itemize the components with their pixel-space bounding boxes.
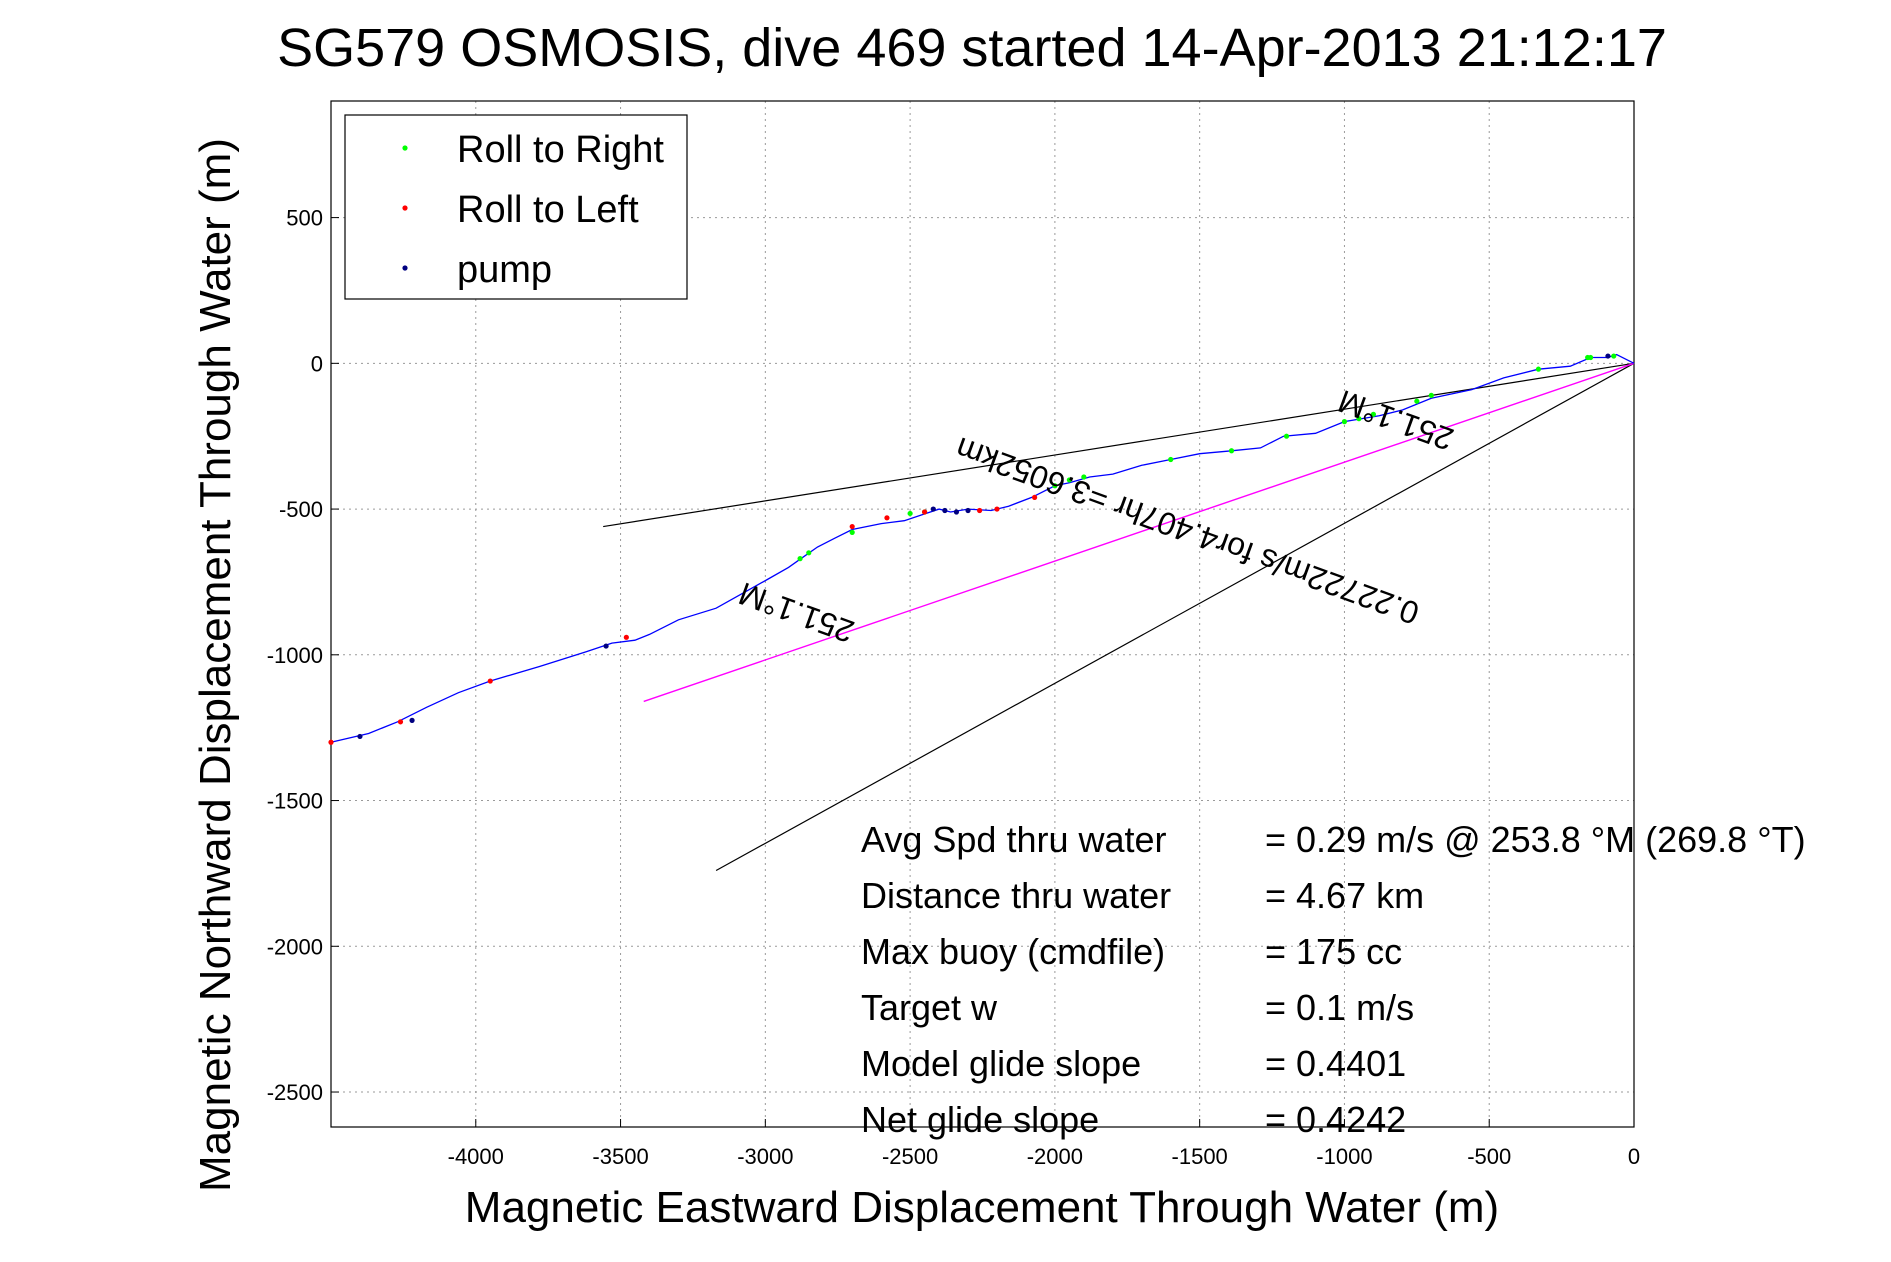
pump-point: [603, 643, 609, 649]
x-tick-label: -3500: [592, 1144, 648, 1169]
chart-title: SG579 OSMOSIS, dive 469 started 14-Apr-2…: [277, 18, 1667, 78]
roll-left-point: [884, 515, 890, 521]
track-layer: [330, 353, 1635, 743]
y-tick-label: -1500: [267, 789, 323, 814]
pump-point: [357, 733, 363, 740]
stat-value: = 0.4242: [1265, 1099, 1406, 1140]
roll-right-point: [1168, 456, 1174, 463]
roll-left-point: [623, 634, 629, 640]
y-axis-label: Magnetic Northward Displacement Through …: [191, 138, 240, 1192]
pump-point: [942, 507, 948, 514]
x-tick-label: -1000: [1316, 1144, 1372, 1169]
roll-left-point: [487, 678, 493, 684]
x-tick-label: -2500: [882, 1144, 938, 1169]
heading-line: [643, 362, 1635, 703]
legend-entry: Roll to Right: [457, 129, 664, 171]
roll-right-point: [1611, 353, 1617, 359]
y-tick-label: -1000: [267, 643, 323, 668]
legend: Roll to Right Roll to Left pump: [344, 114, 688, 300]
bearing-line: [715, 362, 1635, 872]
y-tick-label: -2500: [267, 1080, 323, 1105]
legend-box: [344, 114, 688, 300]
stat-label: Distance thru water: [861, 875, 1171, 916]
x-tick-label: -3000: [737, 1144, 793, 1169]
x-tick-label: -1500: [1172, 1144, 1228, 1169]
rotated-annotation: 0.22722m/s for4.407hr =3.6052km: [951, 430, 1424, 631]
y-tick-label: -500: [279, 497, 323, 522]
stats-block: Avg Spd thru water = 0.29 m/s @ 253.8 °M …: [861, 819, 1806, 1140]
legend-marker: [402, 145, 408, 151]
pump-point: [965, 507, 971, 514]
roll-right-point: [1428, 392, 1434, 398]
legend-entry: Roll to Left: [457, 189, 639, 231]
roll-right-point: [806, 550, 812, 556]
stat-label: Model glide slope: [861, 1043, 1141, 1084]
reference-lines: [603, 362, 1635, 872]
roll-left-point: [1032, 494, 1038, 501]
dive-track-line: [330, 353, 1635, 743]
roll-left-point: [994, 506, 1000, 512]
pump-point: [409, 717, 415, 723]
roll-left-point: [977, 507, 983, 514]
stat-value: = 0.29 m/s @ 253.8 °M (269.8 °T): [1265, 819, 1806, 860]
plot-frame: [330, 100, 1635, 1128]
x-tick-label: -2000: [1027, 1144, 1083, 1169]
stat-label: Avg Spd thru water: [861, 819, 1167, 860]
x-tick-label: 0: [1628, 1144, 1640, 1169]
bearing-line: [603, 362, 1635, 528]
stat-value: = 4.67 km: [1265, 875, 1424, 916]
pump-point: [953, 509, 960, 515]
y-tick-label: 500: [286, 206, 323, 231]
roll-right-point: [1414, 398, 1420, 404]
roll-left-point: [849, 523, 855, 530]
stat-value: = 0.4401: [1265, 1043, 1406, 1084]
roll-right-point: [1356, 416, 1362, 422]
x-tick-label: -500: [1467, 1144, 1511, 1169]
roll-right-point: [1585, 354, 1591, 361]
roll-right-point: [1052, 483, 1058, 489]
rotated-labels: 251.1°M0.22722m/s for4.407hr =3.6052km25…: [734, 383, 1458, 650]
x-tick-label: -4000: [448, 1144, 504, 1169]
legend-marker: [402, 205, 408, 211]
roll-left-point: [397, 719, 404, 725]
roll-right-point: [797, 556, 803, 562]
y-tick-label: 0: [311, 351, 323, 376]
roll-left-point: [328, 739, 334, 745]
roll-right-point: [1341, 419, 1348, 425]
stat-value: = 175 cc: [1265, 931, 1402, 972]
axis-ticks: -4000 -3500 -3000 -2500 -2000 -1500 -1000 -500 0…: [267, 206, 1640, 1169]
x-axis-label: Magnetic Eastward Displacement Through W…: [465, 1183, 1499, 1232]
pump-point: [1605, 353, 1611, 359]
roll-right-point: [1228, 448, 1235, 454]
y-tick-label: -2000: [267, 934, 323, 959]
event-markers: [328, 353, 1617, 745]
roll-right-point: [1283, 433, 1290, 439]
legend-marker: [402, 265, 408, 271]
stat-value: = 0.1 m/s: [1265, 987, 1414, 1028]
roll-right-point: [1535, 366, 1542, 372]
roll-right-point: [1066, 477, 1072, 483]
roll-right-point: [849, 529, 855, 535]
roll-right-point: [1081, 474, 1087, 480]
stat-label: Target w: [861, 987, 998, 1028]
roll-right-point: [907, 510, 913, 517]
roll-right-point: [1370, 411, 1376, 417]
rotated-annotation: 251.1°M: [734, 575, 859, 650]
pump-point: [930, 506, 936, 512]
stat-label: Net glide slope: [861, 1099, 1099, 1140]
stat-label: Max buoy (cmdfile): [861, 931, 1165, 972]
roll-left-point: [921, 509, 928, 515]
legend-entry: pump: [457, 249, 552, 291]
